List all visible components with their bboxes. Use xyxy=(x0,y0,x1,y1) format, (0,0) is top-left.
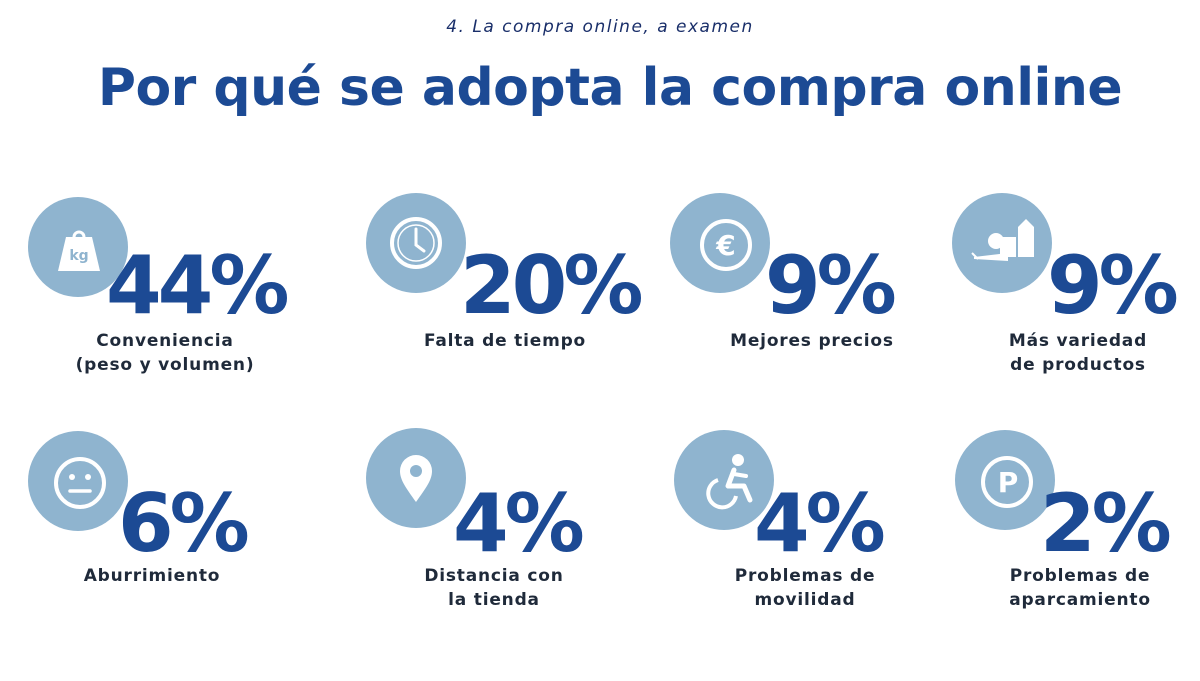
stat-label-distance: Distancia con la tienda xyxy=(374,564,614,612)
stat-circle-time xyxy=(366,193,466,293)
page-title: Por qué se adopta la compra online xyxy=(97,58,1123,118)
stat-circle-distance xyxy=(366,428,466,528)
label-line: Mejores precios xyxy=(730,331,894,351)
label-line: Aburrimiento xyxy=(83,566,221,586)
clock-icon xyxy=(390,217,442,269)
stat-value-convenience: 44% xyxy=(106,239,289,332)
stat-label-prices: Mejores precios xyxy=(692,329,932,353)
kg-weight-icon: kg xyxy=(58,230,100,271)
stat-value-boredom: 6% xyxy=(118,477,250,570)
svg-text:€: € xyxy=(715,229,735,262)
label-line: Conveniencia xyxy=(96,331,234,351)
label-line: Distancia con xyxy=(424,566,564,586)
parking-icon: P xyxy=(981,456,1033,508)
label-line: movilidad xyxy=(754,590,856,610)
stat-value-time: 20% xyxy=(460,239,643,332)
stat-value-parking: 2% xyxy=(1040,477,1172,570)
stat-circle-prices: € xyxy=(670,193,770,293)
stat-label-time: Falta de tiempo xyxy=(385,329,625,353)
label-line: aparcamiento xyxy=(1009,590,1151,610)
stat-value-distance: 4% xyxy=(453,477,585,570)
stat-label-boredom: Aburrimiento xyxy=(32,564,272,588)
label-line: la tienda xyxy=(448,590,540,610)
stat-value-mobility: 4% xyxy=(754,477,886,570)
label-line: Falta de tiempo xyxy=(423,331,587,351)
stat-circle-convenience: kg xyxy=(28,197,128,297)
euro-icon: € xyxy=(700,219,752,271)
stat-circle-variety xyxy=(952,193,1052,293)
map-pin-icon xyxy=(400,455,432,502)
groceries-icon xyxy=(971,219,1034,261)
stat-label-parking: Problemas de aparcamiento xyxy=(960,564,1200,612)
label-line: Más variedad xyxy=(1008,331,1148,351)
stat-value-prices: 9% xyxy=(765,239,897,332)
stat-circle-parking: P xyxy=(955,430,1055,530)
stat-label-convenience: Conveniencia (peso y volumen) xyxy=(45,329,285,377)
svg-text:kg: kg xyxy=(69,248,88,264)
neutral-face-icon xyxy=(54,457,106,509)
svg-text:P: P xyxy=(998,466,1019,499)
stat-label-mobility: Problemas de movilidad xyxy=(685,564,925,612)
stat-value-variety: 9% xyxy=(1047,239,1179,332)
stat-circle-mobility xyxy=(674,430,774,530)
label-line: Problemas de xyxy=(1009,566,1151,586)
wheelchair-icon xyxy=(706,454,753,510)
label-line: Problemas de xyxy=(734,566,876,586)
label-line: (peso y volumen) xyxy=(75,355,255,375)
stat-label-variety: Más variedad de productos xyxy=(958,329,1198,377)
stat-circle-boredom xyxy=(28,431,128,531)
label-line: de productos xyxy=(1010,355,1146,375)
section-subtitle: 4. La compra online, a examen xyxy=(446,17,754,37)
